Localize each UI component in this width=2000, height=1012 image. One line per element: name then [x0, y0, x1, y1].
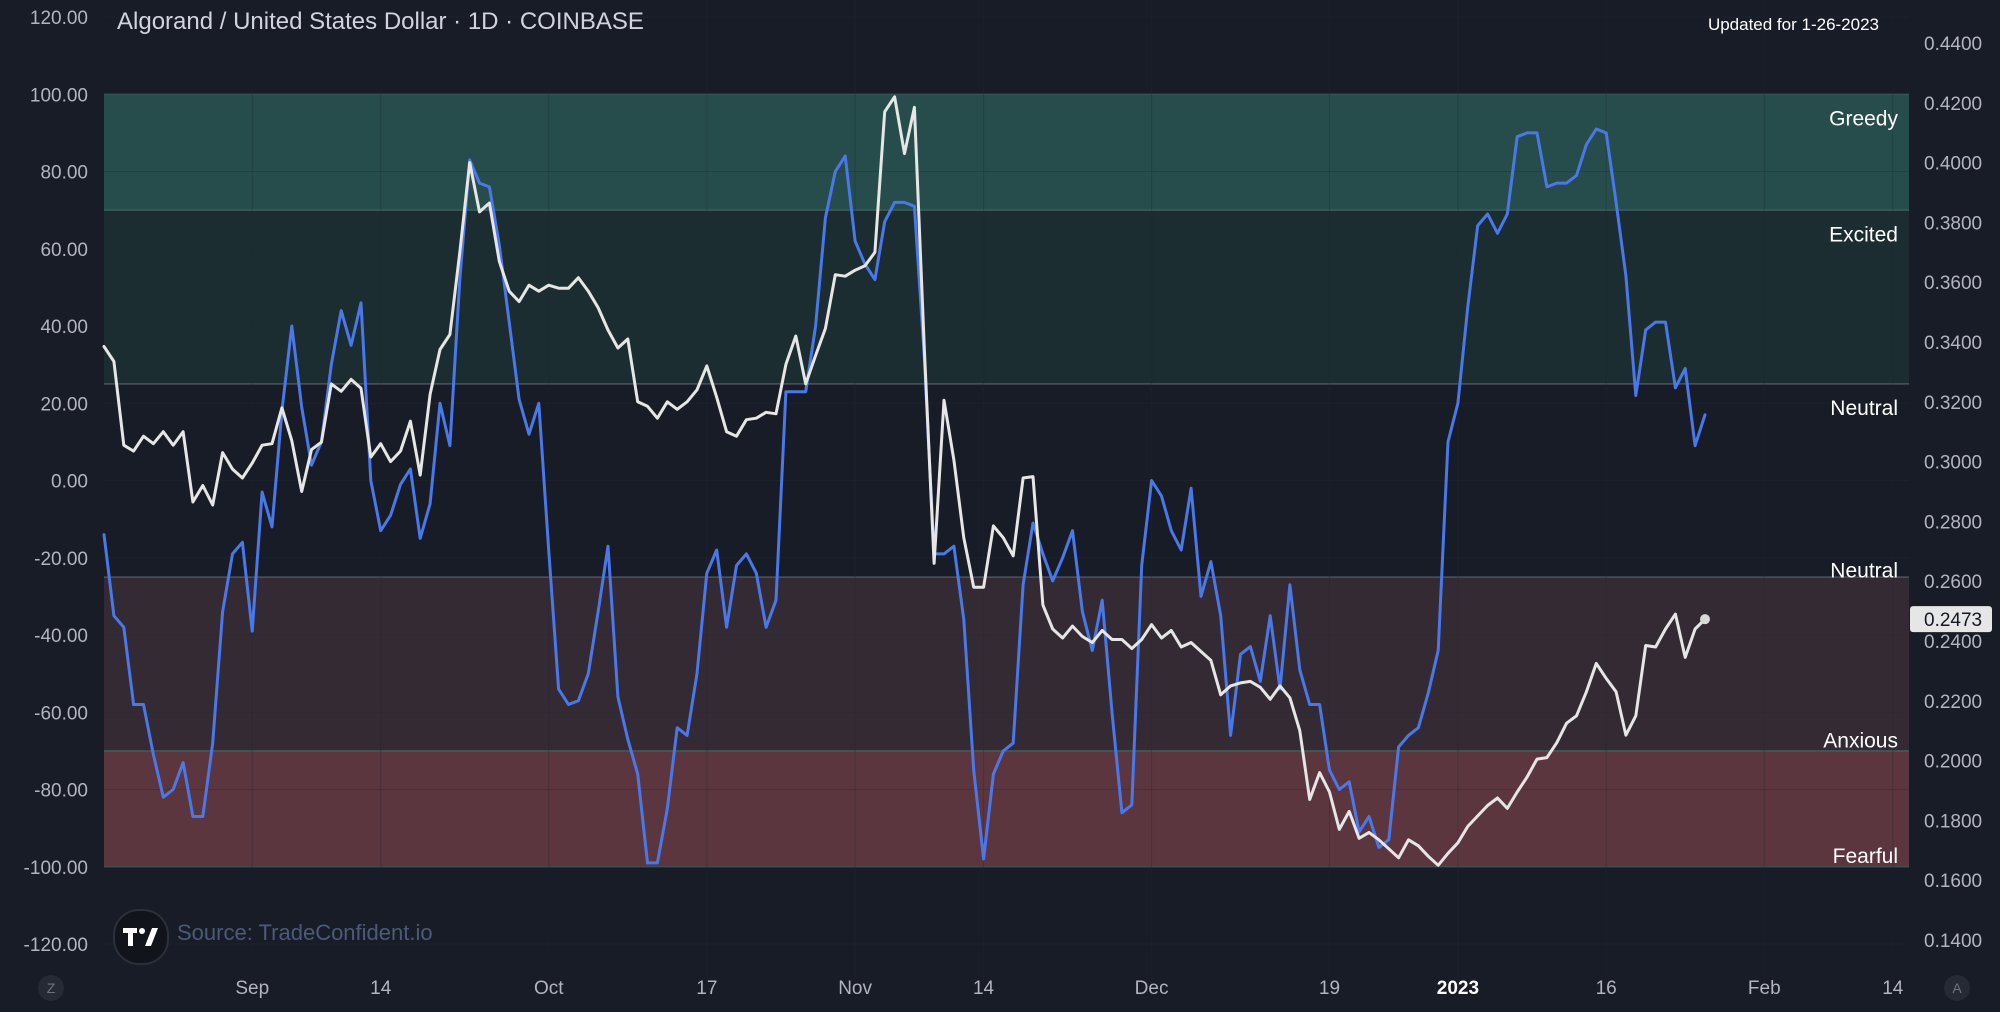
- right-axis-tick: 0.3200: [1924, 393, 1982, 414]
- chart-title: Algorand / United States Dollar · 1D · C…: [117, 8, 644, 35]
- grid-lines: [104, 0, 1909, 985]
- source-attribution[interactable]: Source: TradeConfident.io: [177, 920, 433, 945]
- right-axis-tick: 0.4000: [1924, 154, 1982, 175]
- zone-label: Excited: [1829, 223, 1898, 246]
- right-axis-tick: 0.3800: [1924, 213, 1982, 234]
- right-axis-tick: 0.1800: [1924, 811, 1982, 832]
- x-axis-tick: Dec: [1135, 978, 1169, 999]
- sentiment-line: [102, 127, 1707, 865]
- right-axis-tick: 0.2800: [1924, 512, 1982, 533]
- right-axis-tick: 0.4200: [1924, 94, 1982, 115]
- tv-logo-icon: [123, 928, 158, 946]
- left-axis-tick: 100.00: [30, 85, 88, 106]
- left-axis-tick: 0.00: [51, 472, 88, 493]
- x-axis-tick: 17: [696, 978, 717, 999]
- zone-labels: Greedy Excited Neutral Neutral Anxious Fearfu…: [1823, 107, 1898, 868]
- zone-label: Anxious: [1823, 729, 1898, 752]
- updated-note: Updated for 1-26-2023: [1707, 15, 1879, 34]
- zoom-button[interactable]: Z: [38, 975, 64, 1001]
- right-axis: 0.4400 0.4200 0.4000 0.3800 0.3600 0.3400 0.32…: [1910, 34, 1992, 952]
- zone-label: Neutral: [1830, 559, 1898, 582]
- right-axis-tick: 0.2000: [1924, 752, 1982, 773]
- left-axis-tick: -100.00: [24, 858, 88, 879]
- right-axis-tick: 0.2200: [1924, 692, 1982, 713]
- right-axis-tick: 0.4400: [1924, 34, 1982, 55]
- last-price-label: 0.2473: [1924, 610, 1982, 631]
- zone-greedy: [104, 94, 1909, 211]
- x-axis-tick: 2023: [1437, 978, 1479, 999]
- zone-label: Greedy: [1829, 107, 1898, 130]
- last-price-badge: [1910, 606, 1992, 633]
- x-axis: Sep 14 Oct 17 Nov 14 Dec 19 2023 16 Feb 14: [235, 978, 1903, 999]
- sentiment-zones: [104, 93, 1909, 868]
- right-axis-tick: 0.1400: [1924, 931, 1982, 952]
- x-axis-tick: 14: [1882, 978, 1904, 999]
- zone-label: Fearful: [1833, 845, 1898, 868]
- sentiment-series: [102, 127, 1707, 865]
- right-axis-tick: 0.3400: [1924, 333, 1982, 354]
- right-axis-tick: 0.2400: [1924, 632, 1982, 653]
- right-axis-tick: 0.1600: [1924, 871, 1982, 892]
- left-axis-tick: 80.00: [40, 163, 88, 184]
- left-axis-tick: 60.00: [40, 240, 88, 261]
- x-axis-tick: Oct: [534, 978, 564, 999]
- price-line: [102, 95, 1707, 867]
- price-series: [102, 95, 1710, 867]
- tradingview-logo[interactable]: [113, 909, 169, 965]
- left-axis: 120.00 100.00 80.00 60.00 40.00 20.00 0.00 -20.…: [24, 8, 88, 956]
- right-axis-tick: 0.2600: [1924, 572, 1982, 593]
- zone-anxious: [104, 577, 1909, 751]
- x-axis-tick: Sep: [235, 978, 269, 999]
- x-axis-tick: Feb: [1748, 978, 1781, 999]
- right-axis-tick: 0.3000: [1924, 453, 1982, 474]
- left-axis-tick: 20.00: [40, 394, 88, 415]
- zone-fearful: [104, 750, 1909, 867]
- last-price-dot: [1700, 614, 1710, 625]
- right-axis-tick: 0.3600: [1924, 273, 1982, 294]
- x-axis-tick: 19: [1319, 978, 1340, 999]
- x-axis-tick: 16: [1596, 978, 1617, 999]
- left-axis-tick: -60.00: [34, 703, 88, 724]
- left-axis-tick: 120.00: [30, 8, 88, 29]
- left-axis-tick: -40.00: [34, 626, 88, 647]
- x-axis-tick: Nov: [838, 978, 872, 999]
- left-axis-tick: -120.00: [24, 935, 88, 956]
- auto-scale-button[interactable]: A: [1944, 975, 1970, 1001]
- x-axis-tick: 14: [973, 978, 995, 999]
- x-axis-tick: 14: [370, 978, 392, 999]
- zone-label: Neutral: [1830, 397, 1898, 420]
- left-axis-tick: -20.00: [34, 549, 88, 570]
- zone-excited: [104, 210, 1909, 384]
- left-axis-tick: -80.00: [34, 781, 88, 802]
- left-axis-tick: 40.00: [40, 317, 88, 338]
